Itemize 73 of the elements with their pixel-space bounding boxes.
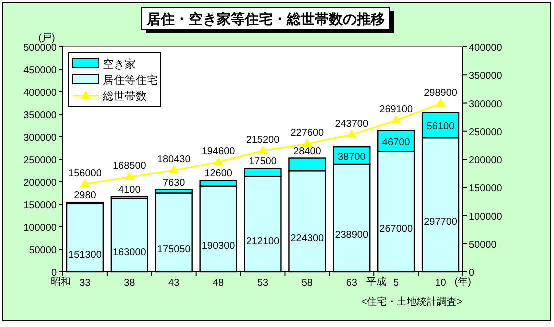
data-label: 168500 xyxy=(112,161,147,172)
data-label: 156000 xyxy=(68,168,102,180)
x-tick-label: 63 xyxy=(346,278,358,289)
data-label: 224300 xyxy=(290,234,325,245)
data-label: 215200 xyxy=(246,134,280,146)
data-label: 4100 xyxy=(118,184,142,196)
y-tick-label: 100000 xyxy=(24,223,58,234)
data-label: 163000 xyxy=(112,247,147,258)
legend-label: 空き家 xyxy=(103,58,136,71)
data-label: 28400 xyxy=(294,146,322,158)
data-label: 7630 xyxy=(162,178,186,189)
y-tick-label: 50000 xyxy=(29,246,58,256)
data-label: 227600 xyxy=(290,128,325,139)
point xyxy=(258,146,268,154)
x-tick-label: 10 xyxy=(435,278,447,289)
y2-tick-label: 0 xyxy=(469,268,475,279)
y2-tick-label: 150000 xyxy=(469,184,503,195)
data-label: 298900 xyxy=(424,88,458,99)
y-tick-label: 300000 xyxy=(24,133,58,144)
x-tick-label: 5 xyxy=(394,278,400,289)
text: (戸) xyxy=(38,33,56,44)
legend-label: 総世帯数 xyxy=(102,90,147,103)
y-tick-label: 250000 xyxy=(24,156,58,166)
data-label: 151300 xyxy=(68,250,102,261)
data-label: 46700 xyxy=(382,137,411,148)
data-label: 269100 xyxy=(380,104,414,116)
data-label: 212100 xyxy=(246,236,280,248)
point xyxy=(214,158,224,166)
text: 昭和 xyxy=(51,276,72,288)
y2-tick-label: 400000 xyxy=(469,43,503,54)
data-label: 56100 xyxy=(426,121,456,132)
y2-tick-label: 50000 xyxy=(469,240,498,251)
x-tick-label: 38 xyxy=(124,278,136,289)
x-tick-label: 53 xyxy=(257,278,269,289)
y2-tick-label: 300000 xyxy=(469,99,503,110)
data-label: 12600 xyxy=(204,168,233,180)
text: 平成 xyxy=(366,276,386,288)
y2-tick-label: 250000 xyxy=(469,127,503,138)
y2-tick-label: 200000 xyxy=(469,156,503,166)
y-tick-label: 150000 xyxy=(24,200,58,212)
y-tick-label: 400000 xyxy=(24,88,58,99)
data-label: 297700 xyxy=(424,217,458,228)
x-tick-label: 58 xyxy=(302,278,314,289)
data-label: 190300 xyxy=(202,241,236,252)
y2-tick-label: 100000 xyxy=(469,212,503,223)
data-label: 180430 xyxy=(157,154,192,166)
point xyxy=(436,98,446,107)
point xyxy=(346,130,357,138)
text: (年) xyxy=(454,276,472,288)
data-label: 267000 xyxy=(380,224,414,235)
point xyxy=(124,172,135,180)
data-label: 17500 xyxy=(249,156,278,168)
point xyxy=(169,166,180,174)
y-tick-label: 450000 xyxy=(24,66,58,76)
data-label: 238900 xyxy=(335,230,370,242)
x-tick-label: 43 xyxy=(168,278,180,289)
text: <住宅・土地統計調査> xyxy=(361,296,464,308)
x-tick-label: 48 xyxy=(212,278,225,289)
point xyxy=(80,179,90,188)
y2-tick-label: 350000 xyxy=(469,71,503,82)
point xyxy=(391,116,402,124)
chart-title: 居住・空き家等住宅・総世帯数の推移 xyxy=(146,11,385,27)
point xyxy=(302,138,312,147)
data-label: 243700 xyxy=(335,118,370,130)
legend-label: 居住等住宅 xyxy=(103,74,158,87)
data-label: 2980 xyxy=(74,190,97,202)
y-tick-label: 200000 xyxy=(24,178,58,189)
y-tick-label: 350000 xyxy=(24,110,58,122)
data-label: 175050 xyxy=(157,244,192,256)
data-label: 194600 xyxy=(202,146,236,158)
data-label: 38700 xyxy=(338,152,366,163)
x-tick-label: 33 xyxy=(80,278,92,289)
y-tick-label: 500000 xyxy=(24,43,58,54)
